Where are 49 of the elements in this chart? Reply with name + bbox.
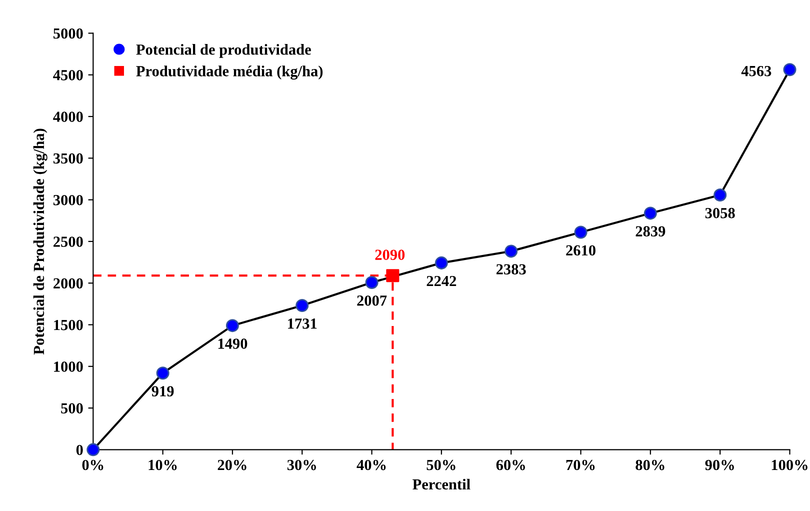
y-tick-label: 2000 <box>54 278 83 289</box>
point <box>644 206 657 220</box>
y-tick-label: 4500 <box>53 70 83 80</box>
y-tick-label: 500 <box>61 403 83 414</box>
point <box>386 269 400 282</box>
data-label: 1490 <box>218 338 248 349</box>
point <box>156 366 170 380</box>
data-label: 3058 <box>705 208 735 218</box>
point <box>226 319 239 332</box>
point <box>714 188 727 202</box>
y-tick-label: 4000 <box>53 112 83 122</box>
legend-label: Produtividade média (kg/ha) <box>136 66 323 80</box>
data-label: 2610 <box>566 245 596 256</box>
x-tick-label: 80% <box>636 460 664 470</box>
data-label: 2839 <box>636 226 666 236</box>
point <box>574 226 588 239</box>
data-label: 4563 <box>741 66 772 76</box>
x-tick-label: 50% <box>426 460 456 470</box>
x-tick-label: 30% <box>287 460 316 470</box>
x-tick-label: 100% <box>772 460 808 470</box>
y-axis-title: Potencial de Produtividade (kg/ha) <box>33 128 48 355</box>
x-tick-label: 0% <box>82 460 104 470</box>
y-tick-label: 1500 <box>54 320 83 330</box>
x-tick-label: 70% <box>566 460 595 470</box>
point <box>86 443 100 456</box>
x-tick-label: 10% <box>148 460 177 470</box>
data-label: 919 <box>152 386 174 396</box>
data-label: 1731 <box>288 318 317 329</box>
y-tick-label: 1000 <box>54 362 83 372</box>
y-tick-label: 5000 <box>53 28 83 39</box>
x-tick-label: 40% <box>356 460 386 470</box>
point <box>434 256 448 270</box>
y-tick-label: 3500 <box>53 153 83 164</box>
point <box>296 298 309 312</box>
legend-label: Potencial de produtividade <box>136 44 311 58</box>
point <box>504 244 518 258</box>
point <box>783 63 796 76</box>
y-tick-label: 0 <box>76 444 83 456</box>
data-label: 2383 <box>496 264 526 274</box>
y-tick-label: 2500 <box>54 236 83 247</box>
point <box>365 276 378 290</box>
data-label: 2007 <box>357 295 387 306</box>
data-label: 2090 <box>375 250 405 260</box>
x-tick-label: 90% <box>705 460 734 470</box>
x-tick-label: 20% <box>218 460 246 470</box>
x-tick-label: 60% <box>496 460 525 470</box>
data-label: 2242 <box>426 276 456 286</box>
y-tick-label: 3000 <box>53 194 83 206</box>
x-axis-title: Percentil <box>412 478 470 490</box>
